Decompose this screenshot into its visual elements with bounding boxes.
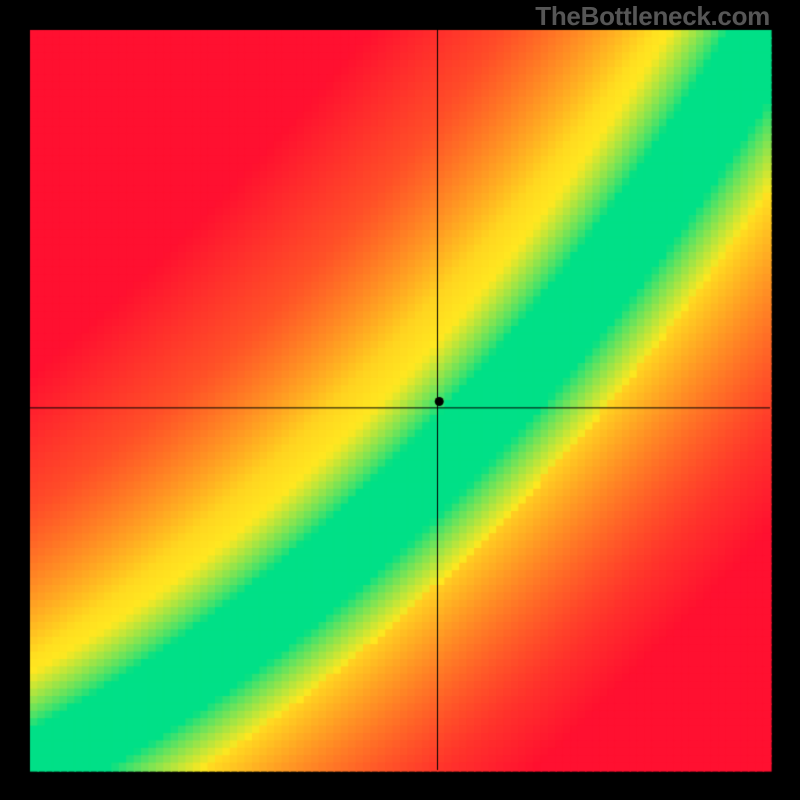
chart-container: { "canvas": { "width": 800, "height": 80…: [0, 0, 800, 800]
watermark-text: TheBottleneck.com: [535, 1, 770, 32]
bottleneck-heatmap: [0, 0, 800, 800]
